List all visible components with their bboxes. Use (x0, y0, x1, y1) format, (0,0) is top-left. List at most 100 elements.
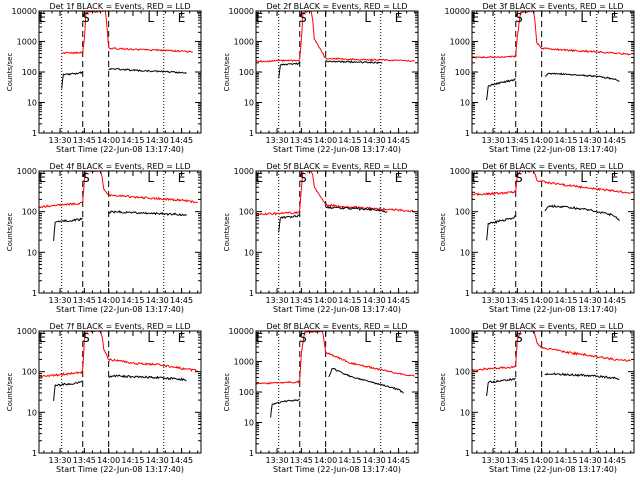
plot-frame (38, 170, 202, 294)
events-series-line (544, 72, 620, 82)
y-tick-label: 100 (455, 368, 470, 377)
y-tick-label: 1 (32, 449, 37, 458)
plot-area (472, 11, 631, 133)
x-tick-label: 13:30 (266, 296, 289, 305)
y-tick-label: 1000 (450, 327, 470, 336)
plot-frame (255, 170, 419, 294)
y-axis-label: Counts/sec (6, 373, 14, 412)
x-tick-label: 14:30 (579, 136, 602, 145)
event-marker-label: L (364, 171, 371, 185)
event-marker-label: L (147, 171, 154, 185)
x-tick-label: 14:45 (387, 296, 410, 305)
x-tick-label: 14:30 (579, 296, 602, 305)
plot-area (472, 331, 631, 453)
x-tick-label: 13:30 (49, 136, 72, 145)
detector-panel: Det 6f BLACK = Events, RED = LLD 1 10 100 10… (439, 162, 635, 314)
x-tick-label: 14:00 (314, 136, 337, 145)
x-tick-label: 14:30 (363, 456, 386, 465)
event-marker-label: S (515, 331, 523, 345)
event-marker-label: L (147, 331, 154, 345)
detector-panel: Det 9f BLACK = Events, RED = LLD 1 10 100 10… (439, 322, 635, 474)
x-tick-label: 14:15 (338, 136, 361, 145)
x-tick-label: 13:30 (482, 136, 505, 145)
y-tick-label: 1000 (234, 358, 254, 367)
events-series-line (278, 214, 301, 233)
plot-area (472, 171, 631, 293)
x-tick-label: 13:30 (49, 456, 72, 465)
event-marker-label: E (395, 11, 403, 25)
events-series-line (108, 374, 187, 382)
plot-area (39, 331, 199, 453)
y-tick-label: 10000 (12, 7, 37, 16)
x-tick-label: 13:30 (266, 136, 289, 145)
x-tick-label: 14:00 (530, 136, 553, 145)
panel-title: Det 1f BLACK = Events, RED = LLD (49, 2, 190, 11)
x-axis-label: Start Time (22-Jun-08 13:17:40) (56, 305, 184, 314)
event-marker-label: S (299, 331, 307, 345)
y-tick-label: 10 (460, 99, 470, 108)
panel-title: Det 5f BLACK = Events, RED = LLD (266, 162, 407, 171)
event-marker-label: E (471, 331, 479, 345)
detector-panel: Det 5f BLACK = Events, RED = LLD 1 10 100 10… (223, 162, 419, 314)
x-tick-label: 14:30 (363, 136, 386, 145)
y-tick-label: 10000 (445, 7, 470, 16)
y-axis-label: Counts/sec (6, 53, 14, 92)
x-tick-label: 13:45 (73, 456, 96, 465)
event-marker-label: E (255, 331, 263, 345)
y-tick-label: 1000 (234, 38, 254, 47)
plot-frame (38, 330, 202, 454)
event-marker-label: E (611, 11, 619, 25)
y-tick-label: 1 (465, 449, 470, 458)
event-marker-label: E (471, 11, 479, 25)
event-marker-label: E (38, 171, 46, 185)
events-series-line (270, 398, 301, 418)
y-tick-label: 100 (22, 368, 37, 377)
event-marker-label: E (255, 11, 263, 25)
detector-panel: Det 8f BLACK = Events, RED = LLD 1 10 100 10… (223, 322, 419, 474)
x-tick-label: 14:00 (97, 296, 120, 305)
x-tick-label: 14:30 (146, 456, 169, 465)
x-tick-label: 14:00 (314, 456, 337, 465)
x-axis-label: Start Time (22-Jun-08 13:17:40) (56, 145, 184, 154)
events-series-line (108, 210, 187, 217)
x-tick-label: 14:45 (387, 136, 410, 145)
x-tick-label: 14:15 (121, 456, 144, 465)
event-marker-label: S (515, 171, 523, 185)
y-tick-label: 1 (249, 289, 254, 298)
y-axis-label: Counts/sec (439, 53, 447, 92)
y-tick-label: 10000 (229, 327, 254, 336)
detector-panel: Det 2f BLACK = Events, RED = LLD 1 10 100 10… (223, 2, 419, 154)
event-marker-label: E (611, 331, 619, 345)
panel-title: Det 9f BLACK = Events, RED = LLD (482, 322, 623, 331)
y-tick-label: 10 (27, 99, 37, 108)
y-tick-label: 10 (244, 248, 254, 257)
events-series-line (61, 71, 83, 89)
x-tick-label: 14:45 (603, 456, 626, 465)
panel-title: Det 2f BLACK = Events, RED = LLD (266, 2, 407, 11)
plot-frame (471, 10, 635, 134)
event-marker-label: L (580, 331, 587, 345)
y-tick-label: 100 (22, 68, 37, 77)
panel-title: Det 6f BLACK = Events, RED = LLD (482, 162, 623, 171)
events-series-line (53, 217, 83, 241)
panel-title: Det 7f BLACK = Events, RED = LLD (49, 322, 190, 331)
detector-panel: Det 7f BLACK = Events, RED = LLD 1 10 100 10… (6, 322, 202, 474)
y-tick-label: 1 (32, 129, 37, 138)
y-tick-label: 1 (465, 129, 470, 138)
panel-title: Det 3f BLACK = Events, RED = LLD (482, 2, 623, 11)
events-series-line (486, 215, 516, 241)
event-marker-label: E (395, 171, 403, 185)
y-tick-label: 1000 (17, 167, 37, 176)
plot-frame (471, 170, 635, 294)
y-tick-label: 10 (27, 408, 37, 417)
lld-series-line (472, 171, 631, 197)
y-tick-label: 1000 (450, 38, 470, 47)
event-marker-label: L (580, 11, 587, 25)
event-marker-label: E (178, 171, 186, 185)
x-axis-label: Start Time (22-Jun-08 13:17:40) (489, 465, 617, 474)
x-tick-label: 14:00 (97, 456, 120, 465)
x-tick-label: 13:30 (482, 456, 505, 465)
lld-series-line (472, 331, 631, 372)
y-tick-label: 100 (239, 388, 254, 397)
x-tick-label: 13:30 (266, 456, 289, 465)
